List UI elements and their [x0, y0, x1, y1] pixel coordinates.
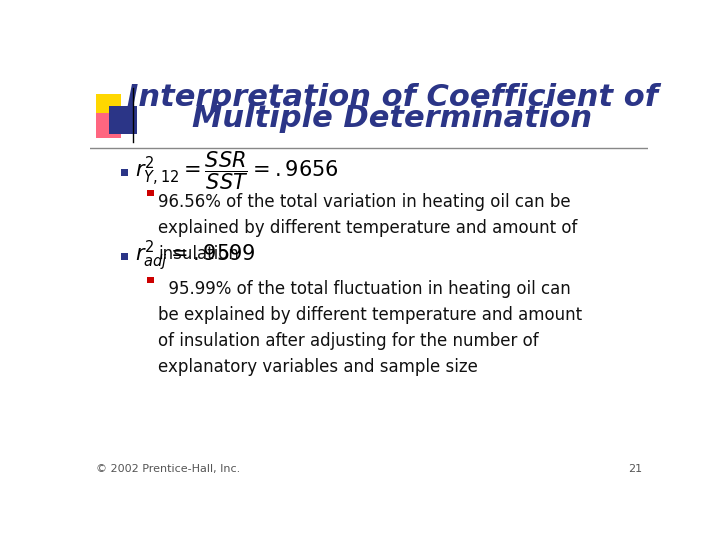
- Bar: [148, 278, 153, 284]
- Text: Interpretation of Coefficient of: Interpretation of Coefficient of: [127, 83, 658, 112]
- Text: 95.99% of the total fluctuation in heating oil can
be explained by different tem: 95.99% of the total fluctuation in heati…: [158, 280, 582, 375]
- Text: Multiple Determination: Multiple Determination: [192, 104, 593, 133]
- Bar: [96, 113, 121, 138]
- Bar: [121, 253, 128, 260]
- Text: $r^2_{adj} = .9599$: $r^2_{adj} = .9599$: [135, 239, 256, 273]
- Text: © 2002 Prentice-Hall, Inc.: © 2002 Prentice-Hall, Inc.: [96, 464, 240, 475]
- Text: 96.56% of the total variation in heating oil can be
explained by different tempe: 96.56% of the total variation in heating…: [158, 193, 577, 263]
- Text: 21: 21: [628, 464, 642, 475]
- Bar: [109, 106, 137, 134]
- Bar: [148, 190, 153, 197]
- Text: $r^2_{Y,12} = \dfrac{SSR}{SST} = .9656$: $r^2_{Y,12} = \dfrac{SSR}{SST} = .9656$: [135, 150, 338, 192]
- Bar: [121, 168, 128, 176]
- Bar: [96, 94, 121, 119]
